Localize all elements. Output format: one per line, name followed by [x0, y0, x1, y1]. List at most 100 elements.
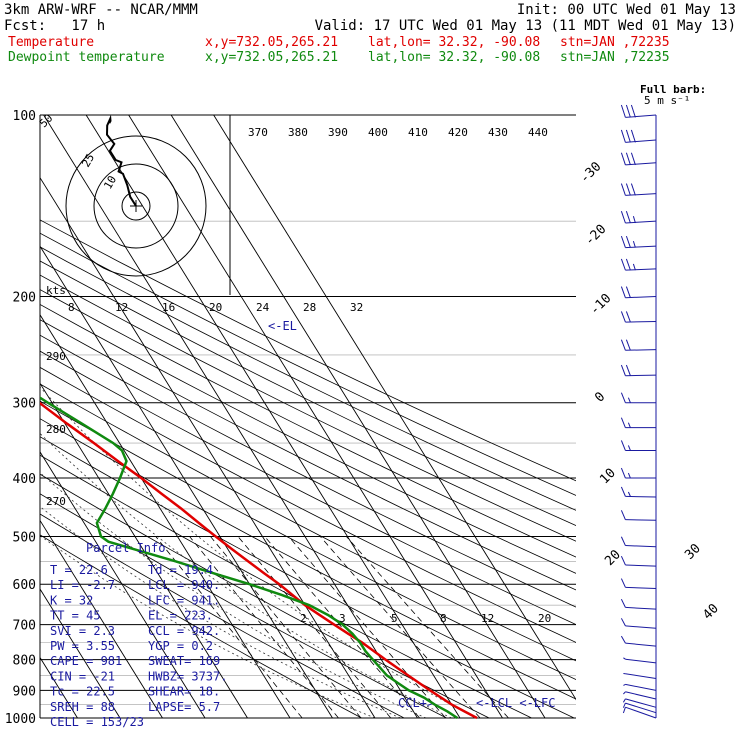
pressure-tick-label: 600	[13, 578, 36, 593]
isotherm-line	[128, 115, 503, 719]
mixing-ratio-line	[319, 536, 481, 719]
mixing-ratio-label: 12	[481, 612, 494, 625]
temperature-xy: x,y=732.05,265.21	[205, 35, 339, 50]
theta-label: 400	[368, 126, 388, 139]
wind-barb-flag	[620, 392, 626, 403]
pressure-tick-label: 400	[13, 472, 36, 487]
ccl-marker: CCL+>	[398, 696, 434, 710]
theta-label: 410	[408, 126, 428, 139]
isotherm-label: 10	[597, 466, 619, 488]
mixing-ratio-label: 5	[391, 612, 398, 625]
dry-adiabat	[40, 319, 576, 591]
wind-barb-flag	[620, 211, 626, 224]
parcel-row-left: Tc = 22.5	[50, 685, 115, 699]
isotherm-label: 40	[700, 601, 722, 623]
wind-barb-flag	[630, 152, 636, 166]
dry-adiabat	[40, 473, 490, 719]
dry-adiabat	[40, 366, 576, 643]
hodo-speed-label: 32	[350, 301, 363, 314]
wind-barb	[625, 673, 657, 679]
hodo-speed-label: 16	[162, 301, 175, 314]
mixing-ratio-label: 20	[538, 612, 551, 625]
mixing-ratio-line	[264, 536, 421, 719]
wind-barb-flag	[620, 578, 626, 588]
theta-label: 380	[288, 126, 308, 139]
temperature-legend: Temperature	[8, 35, 95, 50]
wind-barb-half	[632, 263, 636, 271]
wind-barb-half	[632, 216, 636, 224]
parcel-heading: Parcel Info	[86, 541, 165, 555]
parcel-row-left: SVI = 2.3	[50, 624, 115, 638]
dry-adiabat	[40, 418, 576, 700]
wind-barb	[625, 658, 657, 664]
wind-barb-half	[632, 240, 636, 248]
isotherm-label: -10	[587, 291, 614, 318]
mixing-ratio-line	[346, 536, 509, 719]
theta-label: 390	[328, 126, 348, 139]
wind-barb-flag	[620, 129, 626, 143]
theta-label: 430	[488, 126, 508, 139]
wind-barb-flag	[625, 129, 631, 143]
wind-barb	[625, 586, 657, 590]
wind-barb-flag	[625, 211, 631, 224]
parcel-row-left: TT = 45	[50, 609, 101, 623]
pressure-tick-label: 500	[13, 530, 36, 545]
hodo-speed-label: 8	[68, 301, 75, 314]
parcel-row-right: HWBZ= 3737.	[148, 669, 227, 683]
wind-barb-flag	[620, 339, 626, 351]
dry-adiabat	[40, 232, 576, 496]
parcel-row-left: CAPE = 981	[50, 654, 122, 668]
theta-label: 370	[248, 126, 268, 139]
wind-barb-flag	[620, 440, 626, 451]
parcel-row-right: SHEAR= 18.	[148, 685, 220, 699]
hodo-speed-label: 28	[303, 301, 316, 314]
parcel-row-left: SREH = 88	[50, 700, 115, 714]
theta-left-label: 270	[46, 495, 66, 508]
wind-barb	[625, 606, 657, 610]
wind-barb-flag	[620, 417, 626, 428]
theta-left-label: 280	[46, 423, 66, 436]
wind-barb	[625, 519, 657, 521]
isotherm-line	[170, 115, 546, 719]
mixing-ratio-line	[155, 536, 303, 719]
isotherm-label: 20	[602, 547, 624, 569]
wind-barb-flag	[620, 510, 626, 520]
theta-label: 440	[528, 126, 548, 139]
wind-barb-flag	[620, 555, 626, 566]
parcel-row-left: K = 32	[50, 593, 93, 607]
valid-time: Valid: 17 UTC Wed 01 May 13 (11 MDT Wed …	[314, 18, 736, 34]
model-title: 3km ARW-WRF -- NCAR/MMM	[4, 2, 198, 18]
wind-barb-flag	[620, 258, 626, 271]
pressure-tick-label: 700	[13, 619, 36, 634]
wind-barb-half	[623, 657, 626, 660]
isotherm-line	[40, 313, 291, 719]
wind-barb-half	[627, 472, 631, 479]
parcel-row-left: T = 22.6	[50, 563, 108, 577]
dewpoint-profile	[40, 396, 459, 720]
wind-barb-flag	[625, 104, 631, 118]
wind-barb-flag	[625, 235, 631, 248]
dry-adiabat	[40, 303, 576, 574]
wind-barb-flag	[625, 183, 631, 196]
isotherm-line	[43, 115, 418, 719]
hodo-ring-label: 25	[79, 152, 97, 170]
isotherm-label: 30	[682, 541, 704, 563]
temperature-profile	[40, 401, 478, 720]
isotherm-line	[40, 588, 121, 719]
hodo-speed-label: 12	[115, 301, 128, 314]
dewpoint-station: stn=JAN ,72235	[560, 50, 670, 65]
dry-adiabat	[40, 534, 362, 719]
hodo-ring	[65, 135, 207, 277]
wind-barb	[625, 564, 657, 567]
wind-barb-flag	[620, 618, 626, 627]
dry-adiabat	[40, 260, 576, 526]
isotherm-line	[40, 451, 206, 719]
parcel-row-left: CELL = 153/23	[50, 715, 144, 729]
init-time: Init: 00 UTC Wed 01 May 13	[516, 2, 736, 18]
hodo-ring	[93, 163, 179, 249]
wind-barb	[625, 545, 657, 548]
wind-barb-flag	[630, 129, 636, 143]
hodograph-trace	[105, 114, 137, 207]
wind-barb-half	[627, 397, 631, 403]
